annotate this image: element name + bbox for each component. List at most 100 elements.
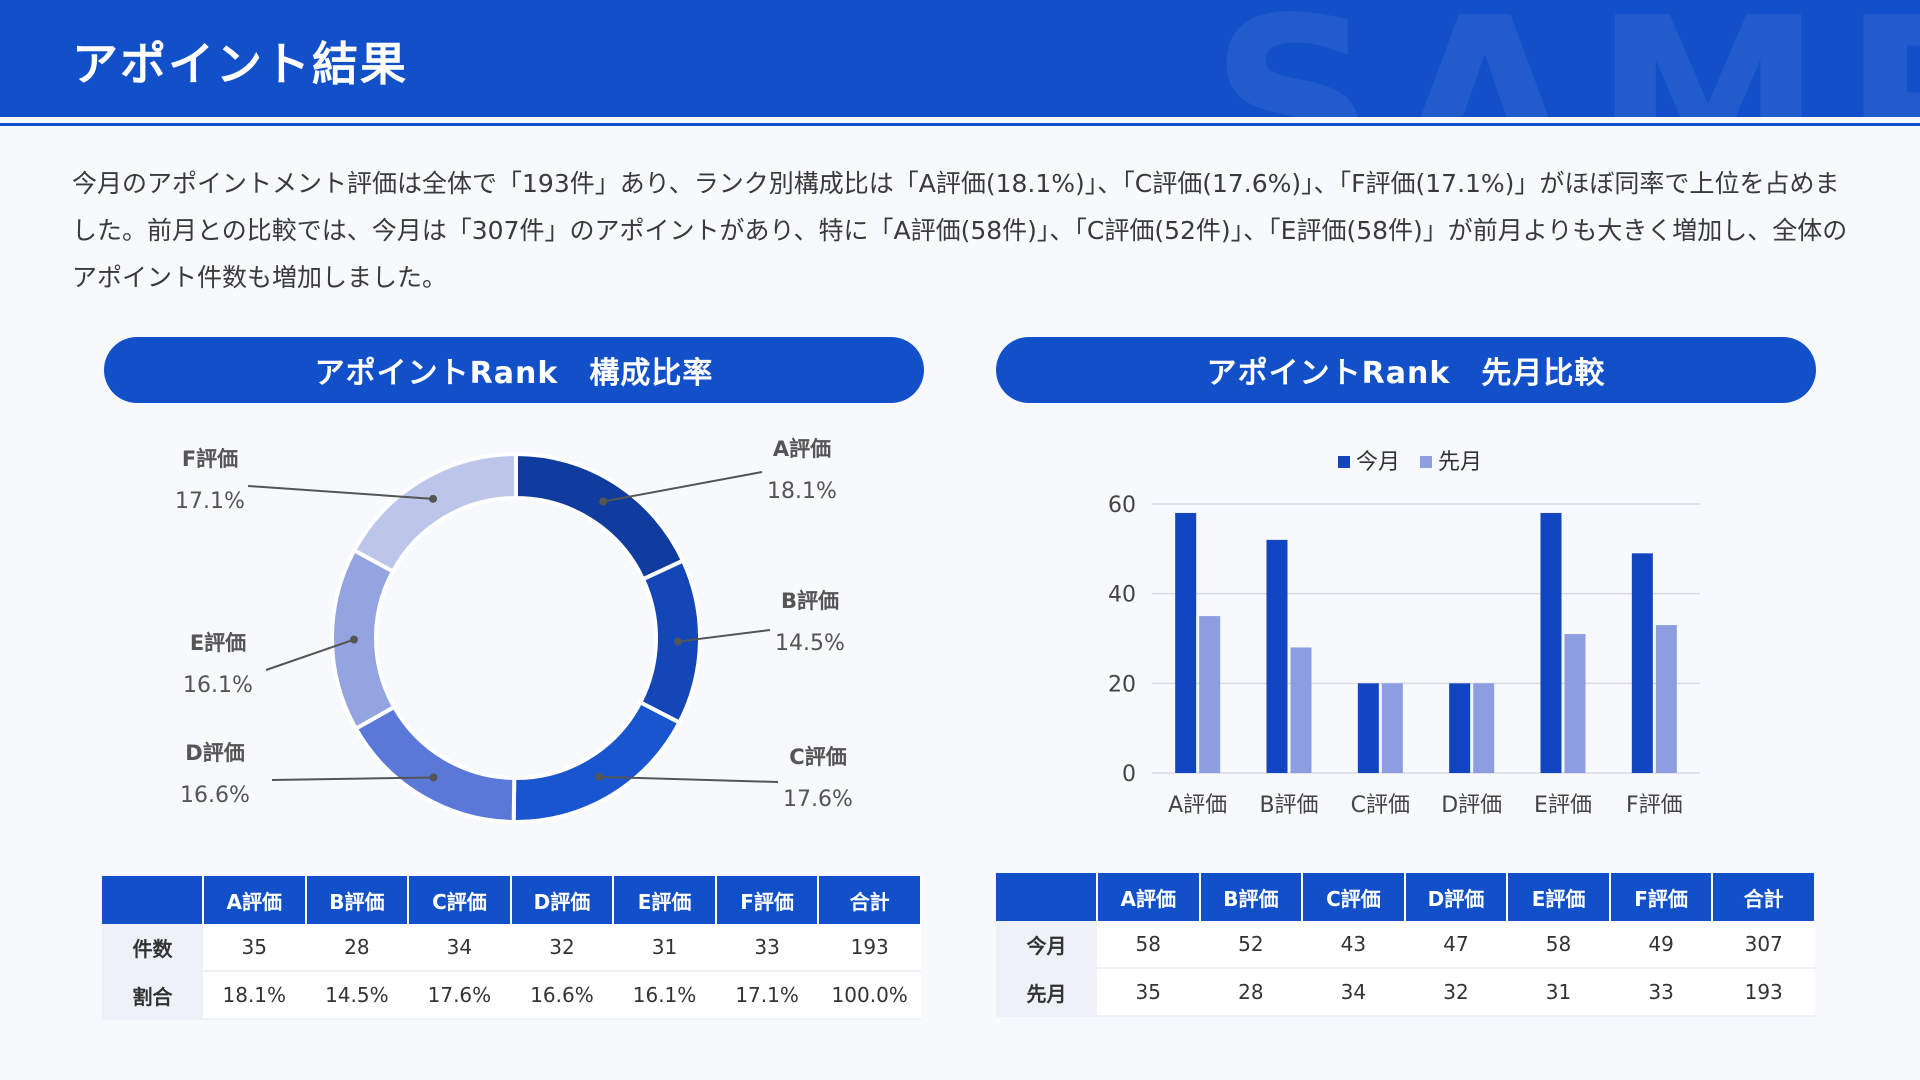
leader-line	[603, 471, 763, 503]
slice-category-label: A評価	[773, 437, 831, 461]
x-tick-label: D評価	[1441, 793, 1502, 818]
y-tick-label: 20	[1108, 672, 1136, 697]
table-cell: 18.1%	[203, 971, 306, 1020]
table-header-cell: B評価	[1199, 873, 1304, 921]
leader-dot	[429, 494, 438, 503]
table-header-cell: E評価	[1507, 873, 1611, 921]
table-cell: 58	[1097, 921, 1200, 969]
table-cell: 16.6%	[510, 971, 614, 1020]
x-tick-label: F評価	[1626, 793, 1683, 818]
table-header-cell: A評価	[203, 876, 307, 924]
table-cell: 31	[1507, 968, 1610, 1017]
header-bar: SAMPLE アポイント結果	[0, 0, 1920, 117]
table-cell: 58	[1507, 921, 1610, 969]
slice-value-label: 16.6%	[180, 783, 250, 808]
bar-last-month	[1290, 647, 1312, 773]
slice-category-label: C評価	[789, 745, 846, 769]
table-row: 先月 35 28 34 32 31 33 193	[996, 968, 1815, 1017]
table-header-cell: 合計	[818, 876, 922, 924]
table-cell: 33	[1609, 968, 1713, 1017]
table-cell: 43	[1302, 921, 1405, 969]
leader-dot	[673, 637, 682, 646]
table-header-cell: 合計	[1712, 873, 1816, 921]
table-cell: 28	[305, 924, 409, 972]
bar-last-month	[1381, 683, 1403, 773]
table-cell: 307	[1712, 921, 1815, 969]
slice-category-label: D評価	[185, 741, 244, 765]
x-tick-label: B評価	[1259, 793, 1318, 818]
table-header-cell	[996, 873, 1098, 921]
composition-donut-chart: A評価 18.1% B評価 14.5% C評価 17.6% D評価 16.6% E評価 16.1%…	[175, 437, 853, 825]
row-label: 割合	[102, 971, 203, 1020]
donut-slice	[637, 558, 702, 726]
leader-line	[677, 629, 771, 643]
table-cell: 49	[1609, 921, 1713, 969]
table-header-cell: E評価	[613, 876, 717, 924]
x-tick-label: E評価	[1534, 793, 1592, 818]
slice-category-label: E評価	[190, 631, 246, 655]
comparison-bar-chart: 0 20 40 60 A評価 B評価 C評価 D評価 E評価 F評価 今月 先月	[1108, 450, 1700, 818]
table-header-cell: C評価	[408, 876, 512, 924]
x-tick-label: C評価	[1351, 793, 1410, 818]
table-cell: 34	[1302, 968, 1405, 1017]
table-header-cell	[102, 876, 204, 924]
y-tick-label: 40	[1108, 583, 1136, 608]
donut-slice	[330, 547, 397, 732]
legend-label: 先月	[1438, 450, 1482, 475]
table-header-cell: B評価	[305, 876, 410, 924]
table-cell: 193	[1712, 968, 1815, 1017]
donut-slice	[511, 699, 683, 824]
legend-swatch	[1338, 456, 1350, 468]
bar-this-month	[1266, 539, 1288, 773]
table-header-cell: D評価	[510, 876, 615, 924]
slice-value-label: 17.6%	[783, 787, 853, 812]
slice-category-label: B評価	[781, 589, 839, 613]
bar-last-month	[1199, 616, 1221, 773]
leader-dot	[599, 497, 608, 506]
legend-label: 今月	[1356, 450, 1400, 475]
table-cell: 28	[1199, 968, 1303, 1017]
row-label: 件数	[102, 924, 203, 972]
composition-panel-title: アポイントRank 構成比率	[104, 337, 924, 403]
donut-slice	[351, 451, 518, 575]
bar-this-month	[1175, 512, 1197, 773]
table-cell: 17.1%	[715, 971, 819, 1020]
table-header-row: A評価 B評価 C評価 D評価 E評価 F評価 合計	[102, 876, 922, 924]
legend-swatch	[1420, 456, 1432, 468]
y-tick-label: 0	[1122, 762, 1136, 787]
bar-last-month	[1473, 683, 1495, 773]
leader-line	[265, 638, 355, 671]
table-cell: 14.5%	[305, 971, 409, 1020]
bar-last-month	[1655, 625, 1677, 773]
table-cell: 34	[408, 924, 511, 972]
table-row: 割合 18.1% 14.5% 17.6% 16.6% 16.1% 17.1% 1…	[102, 971, 921, 1020]
donut-slice	[514, 451, 686, 582]
table-cell: 100.0%	[818, 971, 921, 1020]
slice-category-label: F評価	[182, 447, 238, 471]
slice-value-label: 14.5%	[775, 631, 845, 656]
slice-value-label: 18.1%	[767, 479, 837, 504]
leader-line	[599, 775, 779, 783]
leader-dot	[595, 772, 604, 781]
table-header-cell: C評価	[1302, 873, 1406, 921]
table-cell: 32	[510, 924, 614, 972]
x-tick-label: A評価	[1168, 793, 1227, 818]
bar-this-month	[1631, 553, 1653, 773]
leader-dot	[350, 635, 359, 644]
table-header-cell: A評価	[1097, 873, 1201, 921]
slice-value-label: 16.1%	[183, 673, 253, 698]
table-header-cell: F評価	[715, 876, 820, 924]
table-cell: 193	[818, 924, 921, 972]
table-cell: 33	[715, 924, 819, 972]
page-title: アポイント結果	[72, 37, 408, 91]
bar-this-month	[1449, 683, 1471, 773]
summary-text: 今月のアポイントメント評価は全体で「193件」あり、ランク別構成比は「A評価(1…	[72, 169, 1848, 292]
table-cell: 47	[1404, 921, 1508, 969]
y-tick-label: 60	[1108, 493, 1136, 518]
table-header-row: A評価 B評価 C評価 D評価 E評価 F評価 合計	[996, 873, 1816, 921]
leader-line	[247, 485, 434, 500]
row-label: 今月	[996, 921, 1097, 969]
table-row: 今月 58 52 43 47 58 49 307	[996, 921, 1815, 969]
comparison-table: A評価 B評価 C評価 D評価 E評価 F評価 合計 今月 58 52 43 4…	[996, 873, 1816, 1017]
slice-value-label: 17.1%	[175, 489, 245, 514]
